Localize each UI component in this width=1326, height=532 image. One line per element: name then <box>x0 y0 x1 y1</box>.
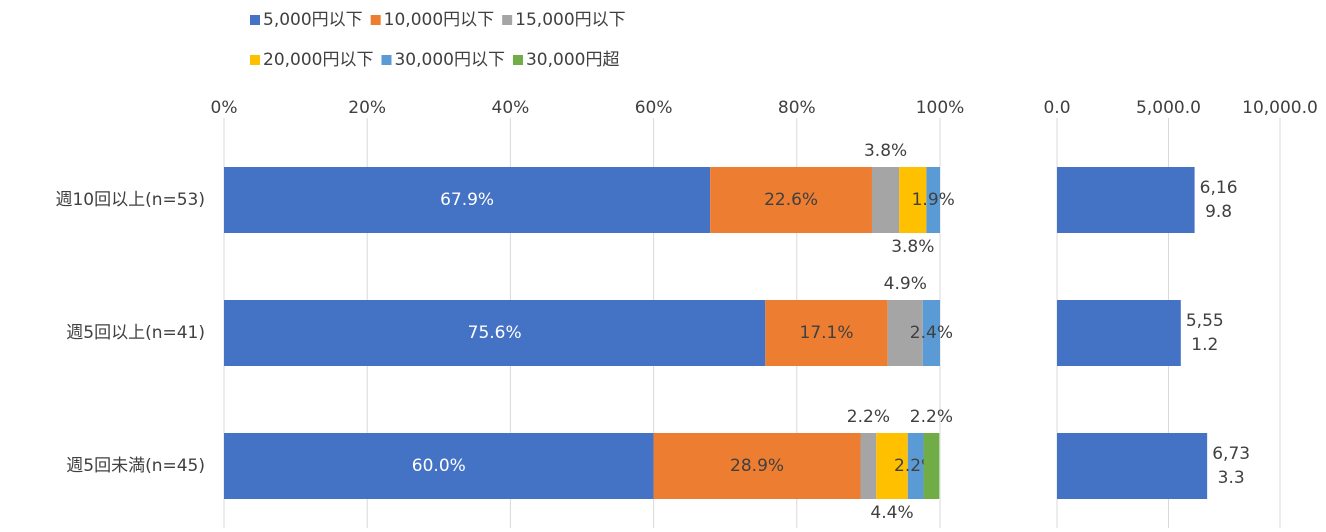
x-tick-label: 5,000.0 <box>1136 98 1201 118</box>
data-label: 4.4% <box>870 503 913 523</box>
legend-label: 10,000円以下 <box>384 10 494 30</box>
bar-segment <box>887 300 923 366</box>
bar-segment <box>922 300 940 366</box>
x-tick-label: 60% <box>635 98 673 118</box>
x-tick-label: 80% <box>778 98 816 118</box>
data-label: 67.9% <box>440 190 494 210</box>
bar-segment <box>876 433 908 499</box>
x-tick-label: 0.0 <box>1043 98 1070 118</box>
bar <box>1057 433 1208 499</box>
data-label: 2.4% <box>910 323 953 343</box>
data-label: 4.9% <box>884 274 927 294</box>
x-tick-label: 20% <box>348 98 386 118</box>
data-label: 2.2% <box>847 407 890 427</box>
legend-swatch <box>370 15 381 25</box>
legend-swatch <box>381 55 392 65</box>
bar-segment <box>923 433 940 499</box>
legend-label: 15,000円以下 <box>515 10 625 30</box>
legend-swatch <box>512 55 523 65</box>
data-label: 6,16 9.8 <box>1200 178 1238 222</box>
x-tick-label: 40% <box>492 98 530 118</box>
data-label: 17.1% <box>800 323 854 343</box>
y-tick-label: 週5回以上(n=41) <box>66 323 205 343</box>
x-tick-label: 0% <box>211 98 238 118</box>
legend-label: 20,000円以下 <box>263 50 373 70</box>
data-label: 1.9% <box>912 190 955 210</box>
legend-swatch <box>250 15 260 25</box>
bar-segment <box>765 300 888 366</box>
data-label: 3.8% <box>864 141 907 161</box>
data-label: 3.8% <box>891 237 934 257</box>
bar-segment <box>224 433 654 499</box>
data-label: 5,55 1.2 <box>1186 311 1224 355</box>
bar-segment <box>860 433 877 499</box>
data-label: 22.6% <box>764 190 818 210</box>
bar-segment <box>710 167 872 233</box>
bar-segment <box>871 167 900 233</box>
bar <box>1057 300 1181 366</box>
data-label: 60.0% <box>412 456 466 476</box>
legend-swatch <box>250 55 260 65</box>
bar-segment <box>653 433 861 499</box>
legend-label: 30,000円以下 <box>394 50 504 70</box>
bar-segment <box>926 167 940 233</box>
y-tick-label: 週10回以上(n=53) <box>55 190 205 210</box>
bar-segment <box>907 433 924 499</box>
x-tick-label: 10,000.0 <box>1242 98 1318 118</box>
data-label: 2.2% <box>910 407 953 427</box>
legend-label: 30,000円超 <box>526 50 619 70</box>
data-label: 75.6% <box>468 323 522 343</box>
bar <box>1057 167 1195 233</box>
data-label: 6,73 3.3 <box>1212 444 1250 488</box>
legend-label: 5,000円以下 <box>263 10 363 30</box>
bar-segment <box>224 167 711 233</box>
legend-swatch <box>502 15 513 25</box>
bar-segment <box>224 300 766 366</box>
bar-segment <box>899 167 927 233</box>
data-label: 28.9% <box>730 456 784 476</box>
y-tick-label: 週5回未満(n=45) <box>66 456 205 476</box>
x-tick-label: 100% <box>916 98 965 118</box>
